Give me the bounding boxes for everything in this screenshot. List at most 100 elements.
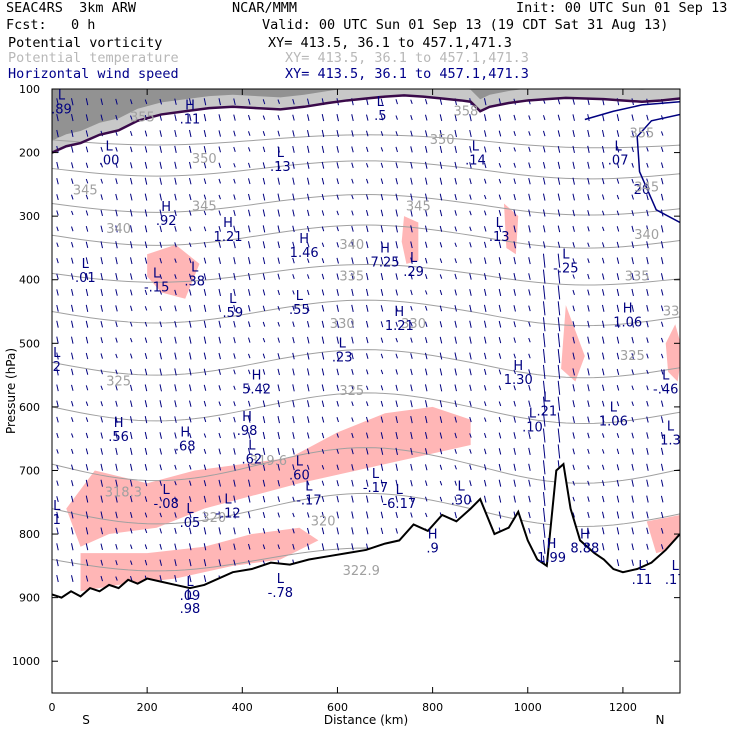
wind-vector [483, 226, 487, 232]
wind-vector [292, 480, 295, 486]
wind-vector [395, 337, 398, 343]
wind-vector [660, 431, 664, 440]
wind-vector [56, 242, 59, 248]
wind-vector [469, 336, 472, 344]
wind-vector [321, 448, 325, 454]
wind-vector [646, 511, 649, 519]
extremum-value: .38 [184, 274, 205, 289]
extremum-value: .56 [108, 430, 129, 445]
wind-vector [498, 416, 502, 423]
theta-contour-label: 320 [201, 511, 226, 526]
wind-vector [159, 559, 162, 566]
wind-vector [336, 543, 339, 551]
wind-vector [454, 145, 457, 153]
wind-vector [159, 480, 162, 486]
wind-vector [100, 495, 103, 503]
wind-vector [174, 384, 177, 392]
wind-vector [454, 448, 457, 454]
wind-vector [410, 463, 413, 471]
extremum-value: 1.99 [537, 551, 566, 566]
wind-vector [557, 225, 561, 233]
low-symbol: L [458, 480, 466, 495]
wind-vector [85, 130, 89, 137]
low-symbol: L [58, 89, 66, 104]
wind-vector [454, 114, 457, 122]
wind-vector [660, 225, 664, 233]
wind-vector [189, 145, 192, 153]
wind-vector [380, 400, 384, 407]
wind-vector [130, 177, 133, 185]
wind-vector [100, 209, 103, 217]
wind-vector [277, 209, 280, 217]
wind-vector [542, 507, 546, 523]
high-symbol: H [394, 305, 404, 320]
wind-vector [557, 333, 561, 348]
wind-vector [542, 177, 546, 185]
wind-vector [144, 368, 148, 376]
wind-vector [203, 320, 207, 328]
wind-vector [454, 384, 457, 392]
wind-vector [528, 241, 531, 249]
wind-vector [233, 495, 236, 503]
wind-vector [439, 209, 443, 217]
wind-vector [203, 273, 207, 280]
wind-vector [218, 495, 221, 503]
wind-vector [159, 543, 162, 550]
wind-vector [631, 479, 634, 487]
extremum-marker: L.13 [270, 146, 291, 175]
wind-vector [572, 130, 575, 137]
wind-vector [365, 288, 369, 297]
wind-vector [469, 178, 472, 185]
wind-vector [159, 130, 162, 137]
wind-vector [85, 385, 89, 391]
wind-vector [306, 321, 310, 328]
wind-vector [321, 305, 325, 312]
wind-vector [218, 98, 221, 106]
wind-vector [262, 447, 266, 456]
wind-vector [454, 161, 457, 169]
wind-vector [439, 400, 443, 408]
wind-vector [174, 400, 177, 408]
wind-vector [660, 305, 664, 312]
wind-vector [454, 305, 457, 312]
wind-vector [380, 369, 384, 375]
wind-vector [174, 480, 177, 486]
wind-vector [660, 162, 664, 169]
wind-vector [587, 145, 590, 153]
wind-vector [395, 257, 398, 265]
wind-vector [513, 479, 516, 487]
wind-vector [233, 146, 236, 152]
wind-vector [277, 273, 280, 280]
wind-vector [483, 401, 487, 407]
wind-vector [380, 463, 384, 471]
wind-vector [174, 448, 177, 455]
wind-vector [646, 337, 649, 343]
wind-vector [660, 463, 664, 471]
wind-vector [130, 146, 133, 153]
wind-vector [483, 336, 487, 344]
wind-vector [130, 528, 133, 534]
wind-vector [130, 431, 133, 440]
theta-contour-label: 340 [106, 222, 131, 237]
wind-vector [587, 258, 590, 264]
wind-vector [321, 527, 325, 535]
extremum-marker: H.98 [237, 410, 258, 439]
wind-vector [365, 432, 369, 439]
wind-vector [321, 368, 325, 376]
wind-vector [56, 559, 59, 567]
wind-vector [321, 177, 325, 185]
wind-vector [321, 161, 325, 169]
wind-vector [410, 273, 413, 280]
wind-vector [601, 289, 605, 296]
wind-vector [365, 369, 369, 375]
wind-vector [454, 129, 457, 138]
wind-vector [336, 178, 339, 185]
wind-vector [56, 352, 59, 360]
wind-vector [174, 242, 177, 248]
low-symbol: L [53, 346, 61, 361]
wind-vector [631, 210, 634, 216]
wind-vector [424, 257, 428, 264]
wind-vector [130, 321, 133, 327]
pv-shading-region [66, 406, 471, 547]
wind-vector [100, 432, 103, 439]
